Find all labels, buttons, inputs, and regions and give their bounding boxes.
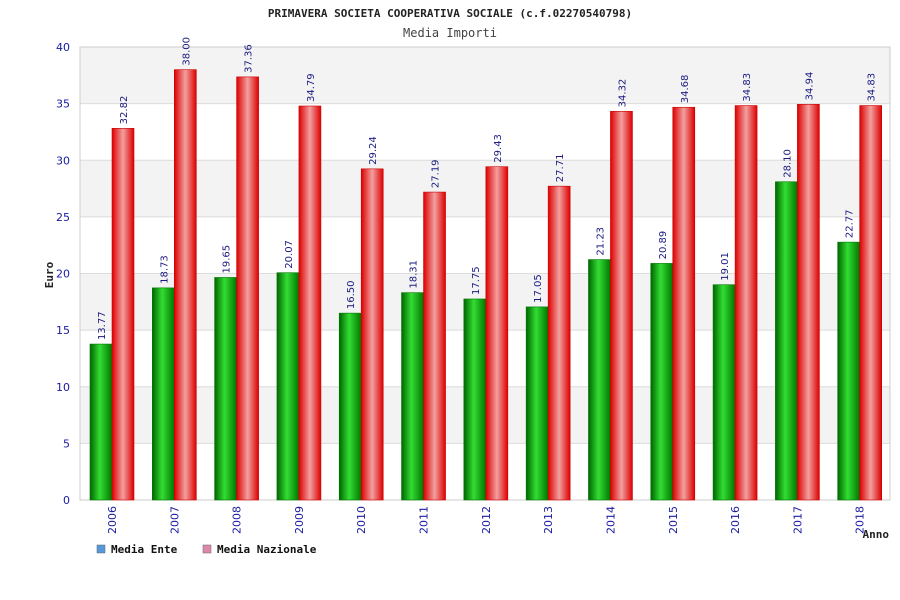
x-tick-label: 2011 — [418, 506, 431, 534]
data-label: 20.07 — [284, 240, 295, 269]
bar-media-ente — [338, 312, 362, 501]
bar-media-ente — [152, 287, 175, 501]
bar-media-ente — [89, 343, 113, 501]
bar-media-ente — [525, 306, 549, 501]
data-label: 34.32 — [617, 79, 628, 108]
bar-media-ente — [588, 259, 611, 501]
bar-media-nazionale — [111, 128, 135, 501]
x-tick-label: 2013 — [542, 506, 555, 534]
x-tick-label: 2015 — [667, 506, 680, 534]
bar-media-ente — [837, 241, 860, 501]
bar-media-ente — [463, 298, 487, 501]
plot-band — [80, 216, 890, 274]
data-label: 29.24 — [368, 136, 379, 165]
bar-media-nazionale — [859, 105, 882, 501]
bar-media-nazionale — [797, 104, 820, 501]
plot-band — [80, 47, 890, 104]
bar-media-ente — [276, 272, 300, 501]
y-tick-label: 35 — [56, 98, 70, 111]
data-label: 17.75 — [471, 266, 482, 295]
bar-media-nazionale — [734, 105, 758, 501]
plot-band — [80, 103, 890, 161]
x-tick-label: 2008 — [231, 506, 244, 534]
bar-media-nazionale — [485, 166, 509, 501]
y-tick-label: 30 — [56, 154, 70, 167]
y-tick-label: 20 — [56, 268, 70, 281]
x-tick-label: 2018 — [854, 506, 867, 534]
bar-media-nazionale — [236, 76, 259, 501]
bar-media-ente — [712, 284, 736, 501]
data-label: 38.00 — [181, 37, 192, 66]
y-axis-label: Euro — [43, 261, 56, 288]
y-tick-label: 5 — [63, 437, 70, 450]
legend-swatch — [202, 544, 212, 554]
data-label: 27.19 — [431, 159, 442, 188]
x-axis-label: Anno — [863, 528, 890, 541]
x-axis-ticks: 2006 2007 2008 2009 2010 2011 2012 2013 2014 2015… — [106, 506, 867, 534]
data-label: 19.01 — [720, 252, 731, 281]
chart-title: PRIMAVERA SOCIETA COOPERATIVA SOCIALE (c… — [268, 7, 632, 20]
x-tick-label: 2017 — [791, 506, 804, 534]
y-tick-label: 40 — [56, 41, 70, 54]
bar-media-nazionale — [610, 111, 633, 501]
data-label: 27.71 — [555, 154, 566, 183]
data-label: 34.94 — [804, 72, 815, 101]
data-label: 34.68 — [680, 75, 691, 104]
bar-media-ente — [775, 181, 798, 501]
x-tick-label: 2006 — [106, 506, 119, 534]
data-label: 18.73 — [159, 255, 170, 284]
x-tick-label: 2009 — [293, 506, 306, 534]
x-tick-label: 2014 — [604, 506, 617, 534]
y-tick-label: 25 — [56, 211, 70, 224]
data-label: 37.36 — [244, 44, 255, 73]
data-labels: 13.77 32.82 18.73 38.00 19.65 37.36 20.07 34.79… — [97, 37, 878, 340]
y-tick-label: 10 — [56, 381, 70, 394]
x-tick-label: 2010 — [355, 506, 368, 534]
y-tick-label: 15 — [56, 324, 70, 337]
data-label: 29.43 — [493, 134, 504, 163]
plot-band — [80, 160, 890, 217]
y-axis-ticks: 0 5 10 15 20 25 30 35 40 — [56, 41, 70, 507]
data-label: 22.77 — [845, 209, 856, 238]
bar-media-nazionale — [174, 69, 197, 501]
data-label: 20.89 — [658, 231, 669, 260]
x-tick-label: 2007 — [168, 506, 181, 534]
chart-subtitle: Media Importi — [403, 26, 497, 40]
x-tick-label: 2016 — [729, 506, 742, 534]
data-label: 34.79 — [306, 73, 317, 102]
data-label: 28.10 — [782, 149, 793, 178]
data-label: 17.05 — [533, 274, 544, 303]
bar-media-nazionale — [672, 106, 696, 501]
data-label: 13.77 — [97, 311, 108, 340]
bar-media-nazionale — [360, 168, 384, 501]
bar-media-ente — [401, 292, 424, 501]
legend-label: Media Nazionale — [217, 543, 317, 556]
bar-media-ente — [650, 263, 674, 501]
data-label: 18.31 — [409, 260, 420, 289]
data-label: 21.23 — [595, 227, 606, 256]
data-label: 34.83 — [742, 73, 753, 102]
bar-media-nazionale — [547, 185, 571, 501]
bar-media-nazionale — [423, 191, 446, 501]
data-label: 16.50 — [346, 280, 357, 309]
data-label: 19.65 — [222, 245, 233, 274]
bar-media-nazionale — [298, 105, 322, 501]
y-tick-label: 0 — [63, 494, 70, 507]
x-tick-label: 2012 — [480, 506, 493, 534]
data-label: 32.82 — [119, 96, 130, 125]
legend-swatch — [96, 544, 106, 554]
legend: Media Ente Media Nazionale — [96, 543, 317, 556]
data-label: 34.83 — [867, 73, 878, 102]
bars — [89, 69, 882, 501]
legend-label: Media Ente — [111, 543, 178, 556]
bar-media-ente — [214, 277, 237, 501]
